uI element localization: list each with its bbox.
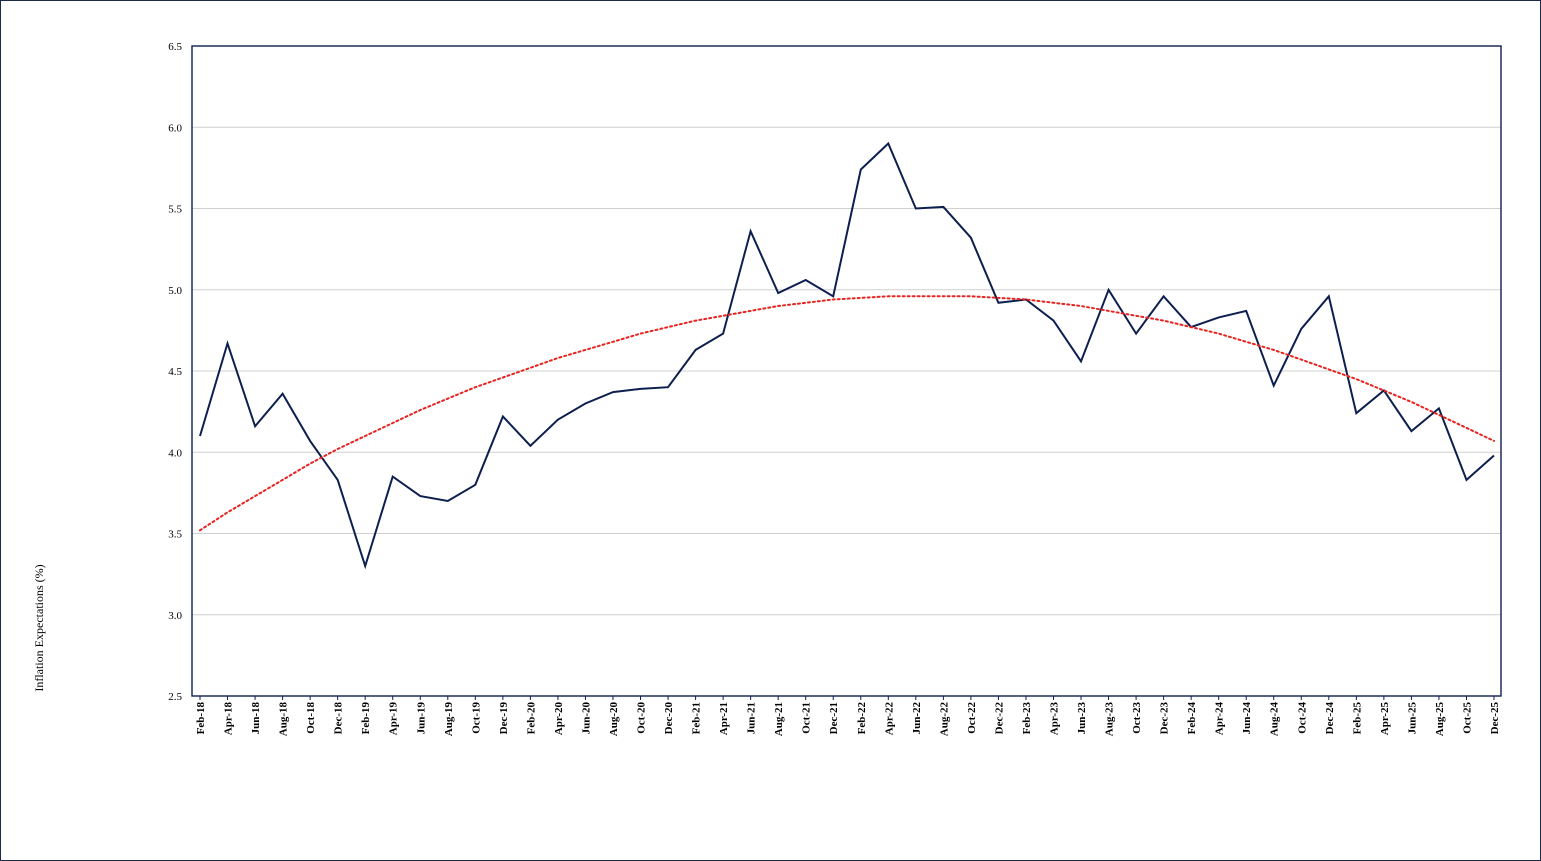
x-tick-label: Oct-25: [1461, 702, 1473, 734]
x-tick-label: Apr-21: [718, 702, 730, 735]
x-tick-label: Apr-25: [1379, 702, 1391, 736]
x-tick-label: Feb-19: [360, 702, 372, 735]
x-tick-label: Dec-22: [993, 702, 1005, 735]
x-tick-label: Apr-22: [883, 702, 895, 736]
x-tick-label: Apr-20: [553, 702, 565, 736]
gridlines: [192, 126, 1501, 616]
y-tick-label: 6.5: [168, 41, 182, 53]
x-tick-label: Dec-19: [498, 702, 510, 735]
x-tick-label: Jun-25: [1406, 702, 1418, 735]
inflation-expectations-series: [199, 141, 1495, 570]
x-tick-label: Apr-23: [1048, 702, 1060, 736]
x-tick-label: Jun-18: [250, 702, 262, 735]
x-tick-label: Jun-19: [415, 702, 427, 735]
x-tick-label: Oct-18: [305, 702, 317, 734]
x-tick-label: Oct-19: [470, 702, 482, 734]
y-tick-label: 3.5: [168, 529, 182, 541]
x-tick-label: Feb-24: [1186, 702, 1198, 735]
x-tick-label: Aug-22: [938, 702, 950, 737]
x-tick-label: Oct-22: [966, 702, 978, 734]
y-tick-label: 5.0: [168, 285, 182, 297]
x-tick-label: Aug-20: [608, 702, 620, 737]
y-tick-label: 4.5: [168, 366, 182, 378]
x-tick-label: Dec-23: [1159, 702, 1171, 735]
x-tick-label: Oct-21: [801, 702, 813, 734]
x-tick-label: Feb-18: [195, 702, 207, 735]
x-tick-label: Jun-22: [911, 702, 923, 735]
x-tick-label: Apr-18: [223, 702, 235, 736]
x-tick-label: Jun-23: [1076, 702, 1088, 735]
x-tick-label: Dec-24: [1324, 702, 1336, 735]
trendline-series: [199, 295, 1495, 532]
x-tick-label: Dec-25: [1489, 702, 1501, 735]
x-tick-label: Oct-24: [1296, 702, 1308, 734]
x-axis-ticks: Feb-18 Apr-18 Jun-18 Aug-18 Oct-18 Dec-18 Feb-…: [195, 696, 1501, 736]
x-tick-label: Apr-24: [1214, 702, 1226, 736]
x-tick-label: Dec-20: [663, 702, 675, 735]
x-tick-label: Aug-21: [773, 702, 785, 736]
series-layer: [199, 141, 1495, 570]
y-tick-label: 4.0: [168, 447, 182, 459]
x-tick-label: Jun-20: [580, 702, 592, 735]
y-tick-label: 2.5: [168, 691, 182, 703]
x-tick-label: Feb-22: [856, 702, 868, 735]
x-tick-label: Oct-23: [1131, 702, 1143, 734]
x-tick-label: Feb-21: [691, 702, 703, 734]
x-tick-label: Aug-23: [1104, 702, 1116, 737]
x-tick-label: Aug-25: [1434, 702, 1446, 737]
x-tick-label: Dec-18: [333, 702, 345, 735]
plot-area: [191, 45, 1502, 697]
x-tick-label: Aug-24: [1269, 702, 1281, 737]
y-tick-label: 3.0: [168, 610, 182, 622]
x-tick-label: Feb-20: [525, 702, 537, 735]
x-tick-label: Apr-19: [388, 702, 400, 736]
x-tick-label: Aug-19: [443, 702, 455, 737]
y-axis-label: Inflation Expectations (%): [32, 564, 46, 691]
x-tick-label: Oct-20: [636, 702, 648, 734]
y-axis-ticks: 2.5 3.0 3.5 4.0 4.5 5.0 5.5 6.0 6.5: [168, 41, 182, 703]
x-tick-label: Jun-24: [1241, 702, 1253, 735]
y-tick-label: 5.5: [168, 204, 182, 216]
x-tick-label: Jun-21: [746, 702, 758, 734]
x-tick-label: Feb-23: [1021, 702, 1033, 735]
y-tick-label: 6.0: [168, 122, 182, 134]
x-tick-label: Dec-21: [828, 702, 840, 734]
x-tick-label: Aug-18: [278, 702, 290, 737]
x-tick-label: Feb-25: [1351, 702, 1363, 735]
